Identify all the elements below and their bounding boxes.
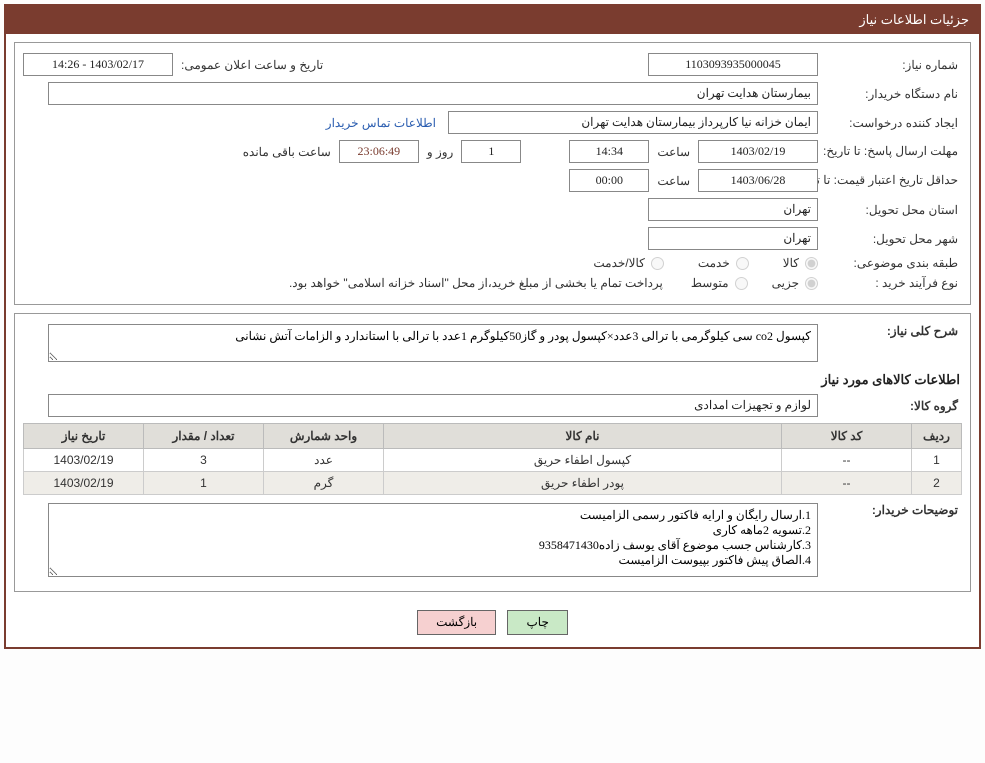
validity-date-field bbox=[698, 169, 818, 192]
need-no-field bbox=[648, 53, 818, 76]
remaining-label: ساعت باقی مانده bbox=[239, 145, 335, 159]
radio-service-label: خدمت bbox=[698, 256, 730, 270]
table-cell: 1 bbox=[144, 472, 264, 495]
requester-field bbox=[448, 111, 818, 134]
panel-title: جزئیات اطلاعات نیاز bbox=[6, 6, 979, 34]
validity-label: حداقل تاریخ اعتبار قیمت: تا تاریخ: bbox=[822, 173, 962, 189]
deadline-time-field bbox=[569, 140, 649, 163]
days-and-label: روز و bbox=[423, 145, 458, 159]
back-button[interactable]: بازگشت bbox=[417, 610, 496, 635]
radio-medium bbox=[735, 277, 748, 290]
table-header: ردیف bbox=[912, 424, 962, 449]
action-buttons: چاپ بازگشت bbox=[14, 600, 971, 639]
table-cell: 1 bbox=[912, 449, 962, 472]
table-row: 1--کپسول اطفاء حریقعدد31403/02/19 bbox=[24, 449, 962, 472]
validity-time-field bbox=[569, 169, 649, 192]
table-cell: -- bbox=[782, 449, 912, 472]
table-cell: پودر اطفاء حریق bbox=[384, 472, 782, 495]
buyer-org-field bbox=[48, 82, 818, 105]
time-label-2: ساعت bbox=[653, 174, 694, 188]
buyer-notes-label: توضیحات خریدار: bbox=[822, 503, 962, 517]
time-label-1: ساعت bbox=[653, 145, 694, 159]
table-cell: کپسول اطفاء حریق bbox=[384, 449, 782, 472]
radio-service bbox=[736, 257, 749, 270]
table-cell: -- bbox=[782, 472, 912, 495]
details-panel: جزئیات اطلاعات نیاز شماره نیاز: تاریخ و … bbox=[4, 4, 981, 649]
radio-partial bbox=[805, 277, 818, 290]
items-title: اطلاعات کالاهای مورد نیاز bbox=[25, 372, 960, 388]
group-label: گروه کالا: bbox=[822, 399, 962, 413]
buyer-contact-link[interactable]: اطلاعات تماس خریدار bbox=[326, 116, 436, 130]
need-no-label: شماره نیاز: bbox=[822, 58, 962, 72]
city-label: شهر محل تحویل: bbox=[822, 232, 962, 246]
buyer-org-label: نام دستگاه خریدار: bbox=[822, 87, 962, 101]
items-table: ردیفکد کالانام کالاواحد شمارشتعداد / مقد… bbox=[23, 423, 962, 495]
table-header: تعداد / مقدار bbox=[144, 424, 264, 449]
print-button[interactable]: چاپ bbox=[507, 610, 567, 635]
table-cell: گرم bbox=[264, 472, 384, 495]
table-cell: 1403/02/19 bbox=[24, 449, 144, 472]
radio-goods-service bbox=[651, 257, 664, 270]
deadline-date-field bbox=[698, 140, 818, 163]
province-field bbox=[648, 198, 818, 221]
announce-label: تاریخ و ساعت اعلان عمومی: bbox=[177, 58, 327, 72]
table-header: نام کالا bbox=[384, 424, 782, 449]
requester-label: ایجاد کننده درخواست: bbox=[822, 116, 962, 130]
table-cell: 2 bbox=[912, 472, 962, 495]
need-info-section: شماره نیاز: تاریخ و ساعت اعلان عمومی: نا… bbox=[14, 42, 971, 305]
purchase-type-label: نوع فرآیند خرید : bbox=[822, 276, 962, 290]
group-field bbox=[48, 394, 818, 417]
table-header: کد کالا bbox=[782, 424, 912, 449]
table-cell: 3 bbox=[144, 449, 264, 472]
radio-goods-service-label: کالا/خدمت bbox=[593, 256, 644, 270]
summary-label: شرح کلی نیاز: bbox=[822, 324, 962, 338]
city-field bbox=[648, 227, 818, 250]
province-label: استان محل تحویل: bbox=[822, 203, 962, 217]
announce-field bbox=[23, 53, 173, 76]
need-items-section: شرح کلی نیاز: اطلاعات کالاهای مورد نیاز … bbox=[14, 313, 971, 592]
radio-goods-label: کالا bbox=[783, 256, 799, 270]
purchase-note: پرداخت تمام یا بخشی از مبلغ خرید،از محل … bbox=[285, 276, 667, 290]
buyer-notes-textarea bbox=[48, 503, 818, 577]
radio-medium-label: متوسط bbox=[691, 276, 729, 290]
classify-label: طبقه بندی موضوعی: bbox=[822, 256, 962, 270]
table-header: واحد شمارش bbox=[264, 424, 384, 449]
table-row: 2--پودر اطفاء حریقگرم11403/02/19 bbox=[24, 472, 962, 495]
table-cell: عدد bbox=[264, 449, 384, 472]
days-field bbox=[461, 140, 521, 163]
radio-goods bbox=[805, 257, 818, 270]
table-header: تاریخ نیاز bbox=[24, 424, 144, 449]
summary-textarea bbox=[48, 324, 818, 362]
table-cell: 1403/02/19 bbox=[24, 472, 144, 495]
radio-partial-label: جزیی bbox=[772, 276, 799, 290]
countdown-field bbox=[339, 140, 419, 163]
deadline-label: مهلت ارسال پاسخ: تا تاریخ: bbox=[822, 144, 962, 160]
